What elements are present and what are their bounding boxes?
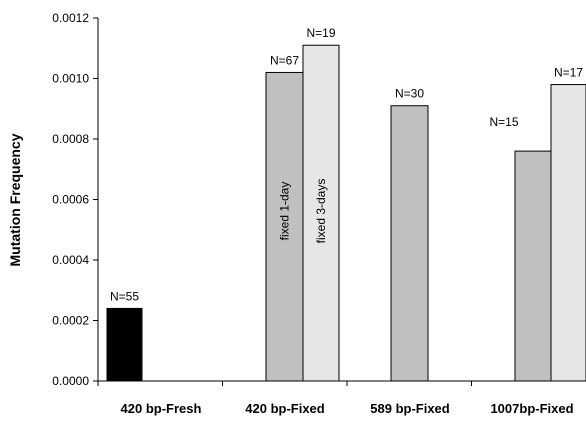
y-tick-label: 0.0012 [52, 11, 89, 25]
x-category-label: 589 bp-Fixed [370, 401, 450, 416]
y-axis-label: Mutation Frequency [7, 133, 23, 266]
y-tick-label: 0.0006 [52, 193, 89, 207]
bar-data-label: N=30 [395, 87, 424, 101]
bar-data-label: N=17 [554, 66, 583, 80]
x-category-label: 420 bp-Fixed [245, 401, 325, 416]
x-category-label: 1007bp-Fixed [490, 401, 573, 416]
y-tick-label: 0.0010 [52, 72, 89, 86]
bar-inner-label: fixed 3-days [314, 179, 328, 244]
bar-data-label: N=15 [489, 115, 518, 129]
y-tick-label: 0.0002 [52, 314, 89, 328]
bars: N=55 N=67 fixed 1-day N=19 fixed 3-days N=30 N… [107, 26, 586, 381]
bar [391, 106, 428, 381]
y-tick-label: 0.0000 [52, 374, 89, 388]
bar-data-label: N=67 [270, 53, 299, 67]
bar [107, 308, 142, 381]
y-tick-label: 0.0008 [52, 132, 89, 146]
bar-data-label: N=19 [306, 26, 335, 40]
bar-inner-label: fixed 1-day [278, 182, 292, 241]
x-category-label: 420 bp-Fresh [121, 401, 202, 416]
bar [551, 85, 586, 381]
y-tick-label: 0.0004 [52, 253, 89, 267]
bar-data-label: N=55 [110, 289, 139, 303]
bar [515, 151, 551, 381]
